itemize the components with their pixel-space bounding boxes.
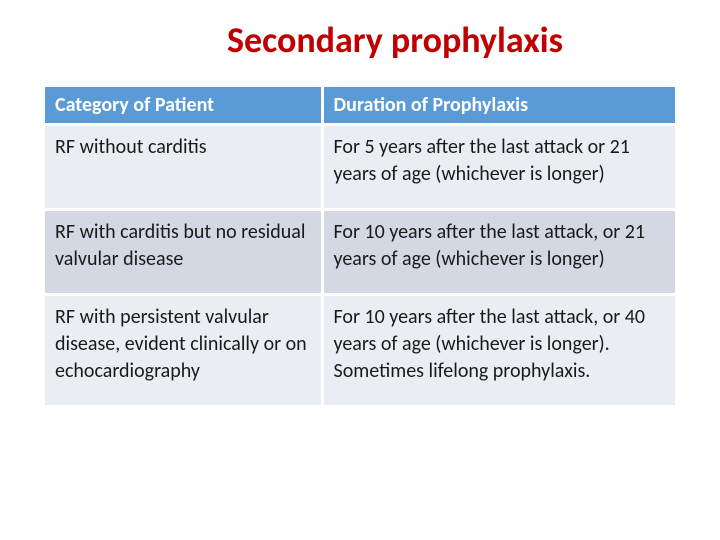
cell-duration: For 10 years after the last attack, or 2… [322,210,676,295]
table-row: RF with persistent valvular disease, evi… [44,295,677,406]
cell-category: RF with persistent valvular disease, evi… [44,295,323,406]
slide: Secondary prophylaxis Category of Patien… [0,0,720,540]
table-container: Category of Patient Duration of Prophyla… [0,84,720,405]
cell-duration: For 5 years after the last attack or 21 … [322,125,676,210]
table-row: RF with carditis but no residual valvula… [44,210,677,295]
cell-category: RF with carditis but no residual valvula… [44,210,323,295]
page-title: Secondary prophylaxis [70,18,720,62]
prophylaxis-table: Category of Patient Duration of Prophyla… [42,84,678,405]
table-row: RF without carditis For 5 years after th… [44,125,677,210]
col-header-category: Category of Patient [44,86,323,125]
table-header-row: Category of Patient Duration of Prophyla… [44,86,677,125]
col-header-duration: Duration of Prophylaxis [322,86,676,125]
cell-category: RF without carditis [44,125,323,210]
cell-duration: For 10 years after the last attack, or 4… [322,295,676,406]
